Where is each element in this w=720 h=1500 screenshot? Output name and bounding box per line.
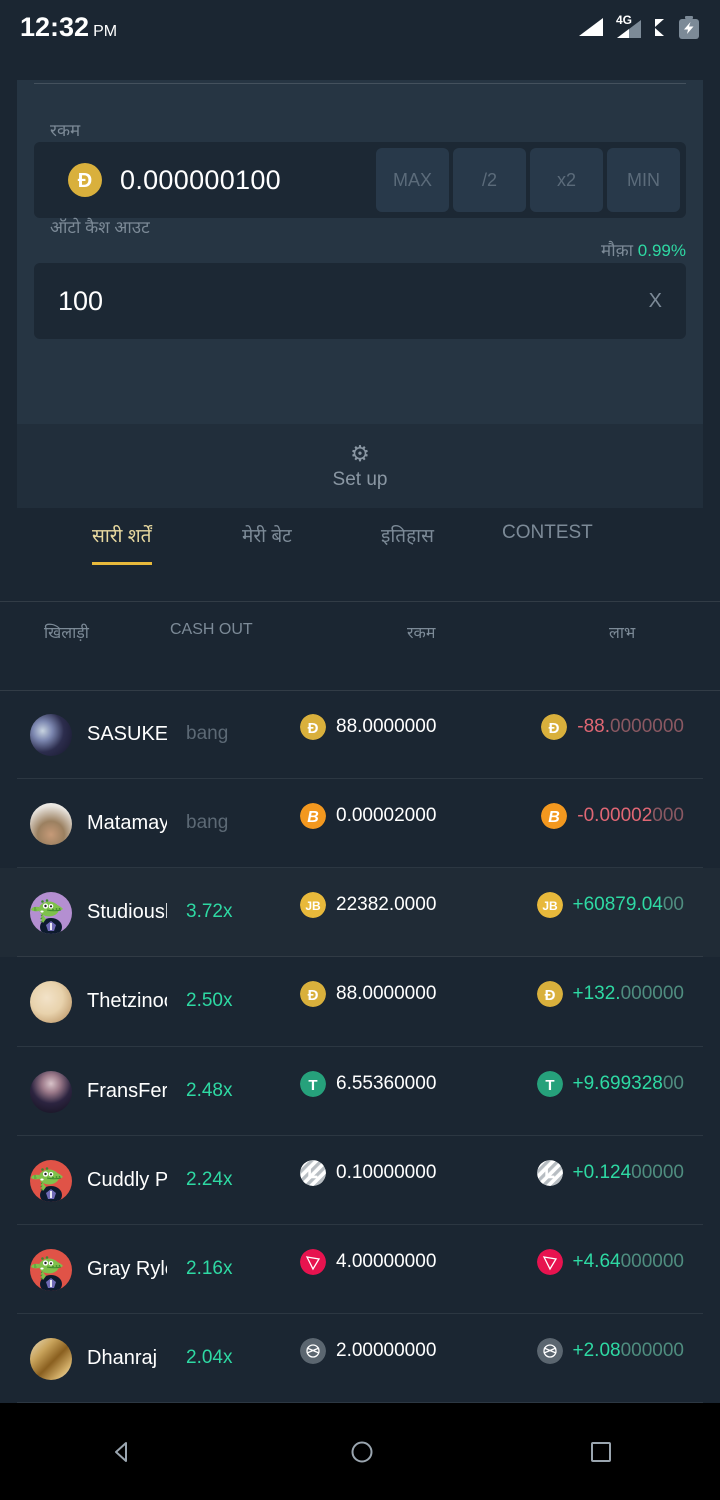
svg-text:4G: 4G [616, 14, 632, 27]
svg-text:Đ: Đ [78, 170, 92, 192]
svg-text:Đ: Đ [308, 720, 319, 737]
svg-text:Đ: Đ [549, 720, 560, 737]
svg-text:T: T [545, 1077, 554, 1094]
svg-text:Đ: Đ [308, 987, 319, 1004]
svg-text:B: B [307, 809, 319, 826]
svg-text:T: T [308, 1077, 317, 1094]
svg-text:JB: JB [542, 899, 558, 913]
svg-text:B: B [549, 809, 561, 826]
svg-text:JB: JB [305, 899, 321, 913]
svg-text:Đ: Đ [544, 987, 555, 1004]
